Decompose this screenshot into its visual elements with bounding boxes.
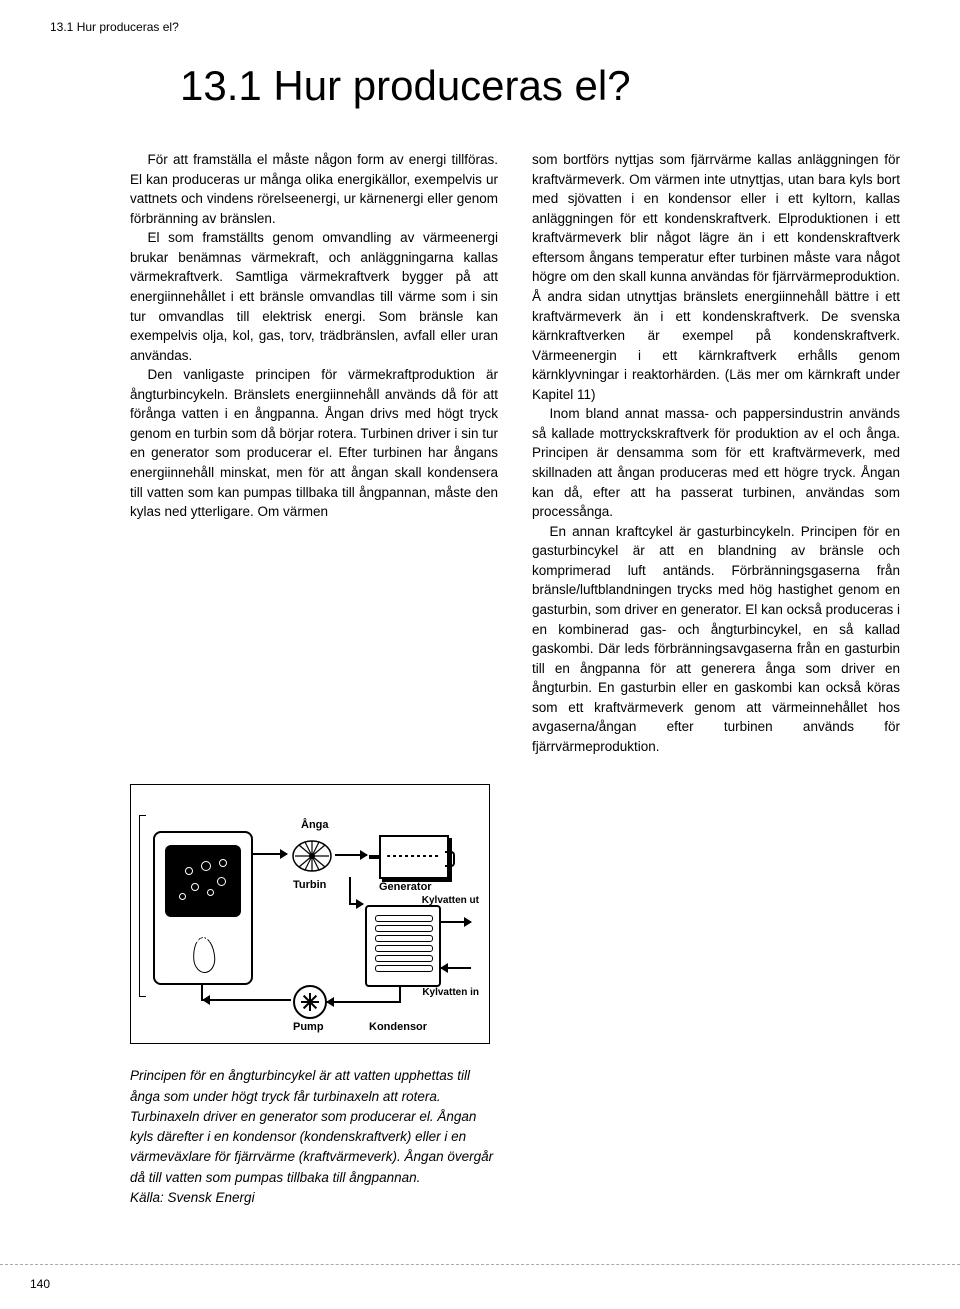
turbine-icon [291,839,333,873]
pipe-arrow-icon [327,1001,399,1003]
running-head: 13.1 Hur produceras el? [50,20,900,34]
return-pipe-arrow-icon [203,999,291,1001]
pipe-icon [349,877,351,903]
figure-caption: Principen för en ångturbincykel är att v… [130,1066,500,1208]
boiler-label: Ångpanna [171,933,225,945]
paragraph: En annan kraftcykel är gasturbincykeln. … [532,522,900,757]
paragraph: Den vanligaste principen för värmekraftp… [130,365,498,522]
column-right: som bortförs nyttjas som fjärrvärme kall… [532,150,900,756]
pipe-icon [201,983,203,1001]
diagram-steam-cycle: Ångpanna Ånga [130,784,490,1044]
steam-arrow-icon [251,853,287,855]
figure: Ångpanna Ånga [130,784,510,1044]
body-columns: För att framställa el måste någon form a… [130,150,900,756]
page-number: 140 [30,1277,50,1291]
pump-label: Pump [293,1021,324,1033]
pump-icon [293,985,327,1019]
paragraph: För att framställa el måste någon form a… [130,150,498,228]
generator-label: Generator [379,881,432,893]
column-left: För att framställa el måste någon form a… [130,150,498,756]
pipe-icon [399,985,401,1003]
boiler-icon [153,831,253,985]
housing-outline-icon [139,815,146,997]
generator-icon [379,835,449,879]
page: 13.1 Hur produceras el? 13.1 Hur produce… [0,0,960,1309]
caption-text: Principen för en ångturbincykel är att v… [130,1066,500,1188]
boiler-tank-icon [165,845,241,917]
condenser-label: Kondensor [369,1021,427,1033]
paragraph: som bortförs nyttjas som fjärrvärme kall… [532,150,900,404]
caption-source: Källa: Svensk Energi [130,1188,500,1208]
paragraph: Inom bland annat massa- och pappersindus… [532,404,900,521]
turbine-label: Turbin [293,879,326,891]
footer-rule [0,1264,960,1265]
condenser-icon [365,905,441,987]
coolant-out-label: Kylvatten ut [379,895,479,906]
pipe-arrow-icon [349,903,363,905]
coolant-in-arrow-icon [441,967,471,969]
shaft-arrow-icon [335,854,367,856]
chapter-title: 13.1 Hur produceras el? [180,62,900,110]
steam-label: Ånga [301,819,329,831]
coolant-out-arrow-icon [441,921,471,923]
paragraph: El som framställts genom omvandling av v… [130,228,498,365]
coolant-in-label: Kylvatten in [379,987,479,998]
